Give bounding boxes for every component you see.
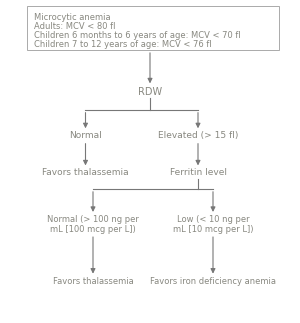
Text: Normal (> 100 ng per
mL [100 mcg per L]): Normal (> 100 ng per mL [100 mcg per L]) xyxy=(47,215,139,234)
Text: Favors thalassemia: Favors thalassemia xyxy=(52,276,134,286)
Text: Microcytic anemia: Microcytic anemia xyxy=(34,13,110,22)
Text: Normal: Normal xyxy=(69,131,102,140)
Text: Favors thalassemia: Favors thalassemia xyxy=(42,168,129,177)
Text: Children 6 months to 6 years of age: MCV < 70 fl: Children 6 months to 6 years of age: MCV… xyxy=(34,31,240,40)
Text: Elevated (> 15 fl): Elevated (> 15 fl) xyxy=(158,131,238,140)
Text: Children 7 to 12 years of age: MCV < 76 fl: Children 7 to 12 years of age: MCV < 76 … xyxy=(34,40,211,49)
Text: Ferritin level: Ferritin level xyxy=(169,168,226,177)
FancyBboxPatch shape xyxy=(27,6,279,50)
Text: Low (< 10 ng per
mL [10 mcg per L]): Low (< 10 ng per mL [10 mcg per L]) xyxy=(173,215,253,234)
Text: Favors iron deficiency anemia: Favors iron deficiency anemia xyxy=(150,276,276,286)
Text: RDW: RDW xyxy=(138,87,162,97)
Text: Adults: MCV < 80 fl: Adults: MCV < 80 fl xyxy=(34,22,115,31)
